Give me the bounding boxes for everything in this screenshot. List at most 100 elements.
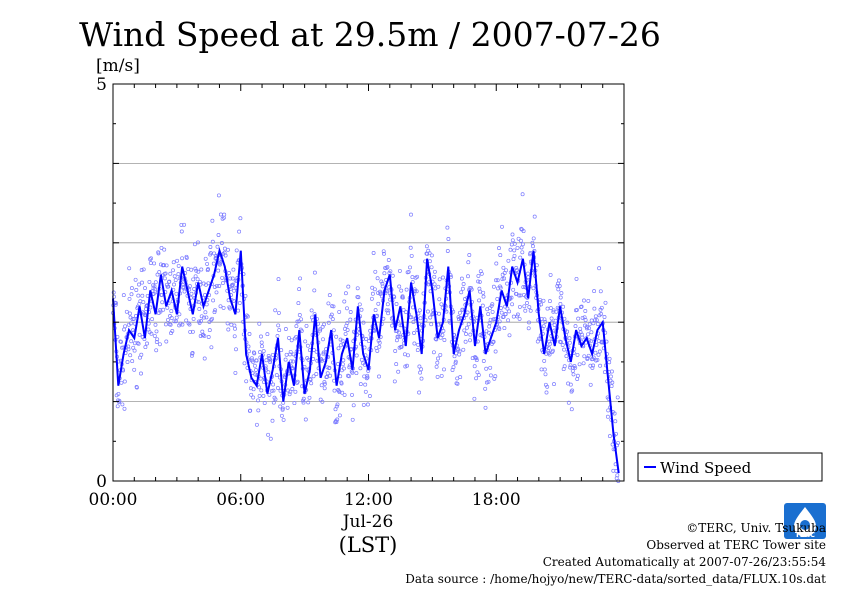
sample-point (573, 324, 578, 329)
sample-point (526, 275, 531, 280)
sample-point (273, 308, 278, 313)
sample-point (370, 291, 375, 296)
sample-point (521, 229, 526, 234)
sample-point (209, 345, 214, 350)
sample-point (519, 226, 524, 231)
sample-point (274, 373, 279, 378)
sample-point (500, 224, 504, 229)
sample-point (275, 334, 280, 338)
sample-point (127, 266, 132, 271)
sample-point (135, 340, 140, 345)
sample-point (237, 301, 242, 305)
sample-point (338, 337, 343, 342)
logo-text: TERC (795, 531, 815, 539)
sample-point (501, 265, 506, 270)
sample-point (498, 253, 503, 258)
sample-point (468, 338, 472, 343)
sample-point (326, 301, 331, 306)
sample-point (409, 315, 414, 320)
sample-point (340, 338, 345, 343)
sample-point (264, 358, 269, 363)
sample-point (180, 322, 185, 327)
sample-point (215, 244, 220, 249)
sample-point (399, 344, 404, 349)
sample-point (217, 284, 222, 288)
y-axis-ticks: 05 (96, 75, 624, 492)
sample-point (288, 349, 293, 354)
sample-point (591, 321, 596, 326)
sample-point (594, 318, 599, 323)
terc-logo: TERC (784, 503, 826, 539)
sample-point (321, 350, 326, 355)
sample-point (595, 357, 600, 362)
sample-point (502, 326, 507, 331)
sample-point (591, 363, 596, 368)
sample-point (429, 253, 434, 258)
sample-point (417, 308, 422, 313)
sample-point (229, 322, 234, 327)
sample-point (476, 273, 481, 278)
sample-point (358, 366, 363, 371)
sample-point (136, 341, 141, 346)
sample-point (196, 300, 201, 305)
sample-point (196, 240, 200, 245)
sample-point (351, 403, 356, 408)
sample-point (122, 379, 127, 384)
sample-point (227, 271, 231, 275)
sample-point (531, 236, 536, 241)
sample-point (134, 288, 139, 292)
sample-point (380, 284, 385, 289)
sample-point (312, 288, 317, 293)
sample-point (232, 288, 236, 293)
sample-point (429, 265, 434, 270)
sample-point (541, 298, 546, 303)
sample-point (512, 248, 517, 253)
sample-point (499, 310, 504, 315)
sample-point (428, 315, 433, 320)
sample-point (602, 370, 607, 375)
sample-point (126, 344, 131, 349)
sample-point (445, 225, 450, 230)
sample-point (345, 320, 350, 325)
sample-point (386, 258, 391, 262)
sample-point (304, 323, 309, 328)
sample-point (455, 381, 460, 386)
sample-point (519, 245, 524, 250)
sample-point (390, 323, 395, 328)
sample-point (163, 271, 168, 276)
sample-point (445, 249, 450, 253)
sample-point (216, 233, 221, 237)
sample-point (615, 473, 620, 478)
sample-point (418, 316, 423, 321)
sample-point (256, 398, 260, 403)
sample-point (287, 335, 291, 340)
sample-point (128, 321, 133, 326)
sample-point (520, 242, 525, 247)
sample-point (359, 357, 364, 362)
sample-point (148, 257, 153, 262)
sample-point (459, 290, 464, 295)
sample-point (337, 309, 342, 314)
sample-point (246, 344, 251, 349)
sample-point (552, 323, 557, 327)
sample-point (276, 310, 281, 315)
sample-point (208, 245, 213, 249)
sample-point (399, 288, 404, 293)
sample-point (559, 291, 564, 296)
y-axis-unit-label: [m/s] (96, 56, 140, 76)
sample-point (251, 395, 256, 400)
sample-point (531, 244, 535, 249)
sample-point (549, 316, 554, 321)
sample-point (297, 313, 302, 317)
sample-point (154, 348, 159, 353)
sample-point (385, 302, 390, 307)
sample-point (382, 251, 386, 256)
sample-point (211, 298, 216, 303)
sample-point (453, 361, 458, 366)
sample-point (345, 328, 350, 332)
sample-point (424, 244, 429, 249)
sample-point (564, 354, 569, 359)
sample-point (491, 284, 496, 289)
sample-point (484, 366, 489, 371)
sample-point (506, 318, 511, 323)
